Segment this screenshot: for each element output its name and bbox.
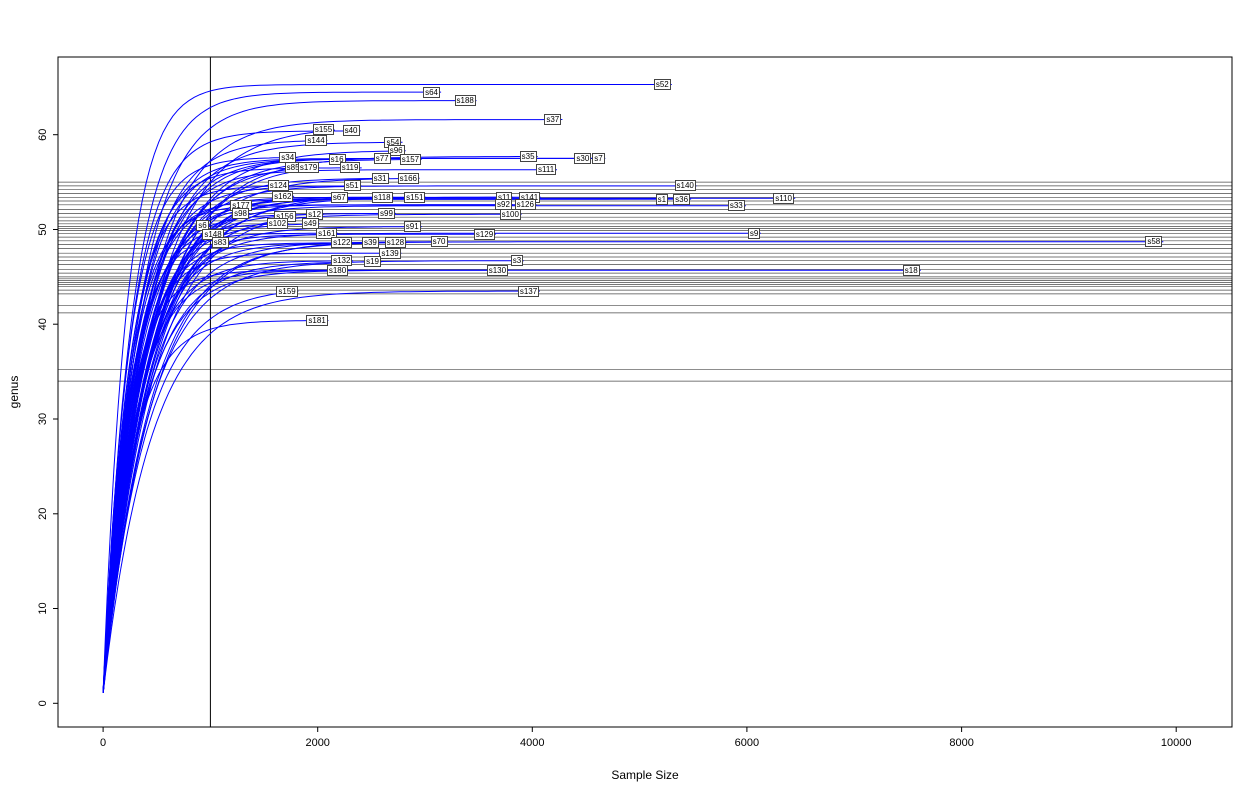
rarefaction-curve-s30 [102,157,593,692]
rarefaction-curve-s126 [102,204,537,693]
y-tick-label: 0 [37,700,49,706]
rarefaction-curve-s58 [102,241,1164,693]
rarefaction-curve-s159 [102,290,299,693]
rarefaction-curve-s96 [102,150,406,693]
rarefaction-curve-s39 [102,242,380,693]
rarefaction-curve-s166 [102,177,420,693]
rarefaction-curve-s140 [102,185,697,693]
x-tick-label: 6000 [735,737,759,749]
x-tick-label: 0 [100,737,106,749]
plot-box [57,56,1233,728]
rarefaction-curve-s110 [102,197,796,693]
rarefaction-curve-s181 [102,320,329,693]
x-tick-label: 10000 [1161,737,1192,749]
rarefaction-curve-s137 [102,290,540,693]
rarefaction-curve-s52 [102,84,672,692]
y-tick-label: 40 [37,318,49,330]
rarefaction-curve-s161 [102,232,339,692]
rarefaction-curve-s18 [102,269,921,693]
x-tick-label: 8000 [949,737,973,749]
y-tick-label: 30 [37,413,49,425]
y-tick-label: 60 [37,129,49,141]
y-axis-title: genus [7,375,21,409]
rarefaction-curve-s9 [102,232,761,693]
rarefaction-curve-s122 [102,242,354,693]
rarefaction-curve-s180 [102,269,349,692]
x-tick-label: 2000 [305,737,329,749]
x-tick-label: 4000 [520,737,544,749]
y-tick-label: 10 [37,602,49,614]
x-axis-title: Sample Size [611,768,679,782]
y-tick-label: 20 [37,508,49,520]
y-tick-label: 50 [37,223,49,235]
